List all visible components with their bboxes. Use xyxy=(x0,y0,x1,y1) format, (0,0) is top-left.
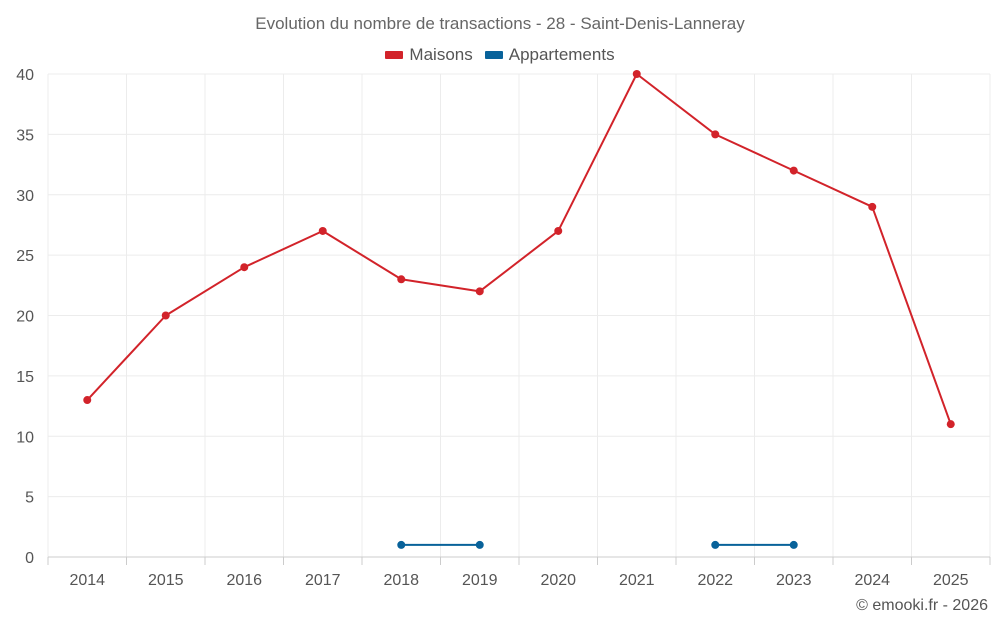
y-tick-label: 25 xyxy=(16,248,34,265)
data-point-appartements[interactable] xyxy=(711,540,720,549)
x-tick-label: 2017 xyxy=(305,572,341,589)
legend-swatch-maisons xyxy=(385,51,404,59)
data-point-maisons[interactable] xyxy=(161,311,170,320)
x-tick-label: 2022 xyxy=(697,572,733,589)
data-point-maisons[interactable] xyxy=(318,226,327,235)
data-point-appartements[interactable] xyxy=(475,540,484,549)
credit-text: © emooki.fr - 2026 xyxy=(856,597,988,614)
x-tick-label: 2021 xyxy=(619,572,655,589)
chart-title: Evolution du nombre de transactions - 28… xyxy=(255,14,745,33)
data-point-maisons[interactable] xyxy=(240,263,249,272)
data-point-maisons[interactable] xyxy=(83,396,92,405)
series-layer xyxy=(83,70,955,549)
data-point-maisons[interactable] xyxy=(868,202,877,211)
legend-label-maisons: Maisons xyxy=(409,45,473,64)
y-tick-label: 30 xyxy=(16,188,34,205)
grid xyxy=(47,73,991,557)
data-point-maisons[interactable] xyxy=(475,287,484,296)
y-axis: 0 5 10 15 20 25 30 35 40 xyxy=(16,67,34,567)
legend-label-appartements: Appartements xyxy=(508,45,615,64)
data-point-maisons[interactable] xyxy=(946,420,955,429)
x-tick-label: 2020 xyxy=(540,572,576,589)
data-point-maisons[interactable] xyxy=(397,275,406,284)
data-point-appartements[interactable] xyxy=(397,540,406,549)
x-tick-label: 2018 xyxy=(383,572,419,589)
legend-swatch-appartements xyxy=(484,51,503,59)
y-tick-label: 10 xyxy=(16,429,34,446)
x-tick-label: 2024 xyxy=(854,572,890,589)
x-tick-label: 2019 xyxy=(462,572,498,589)
y-tick-label: 35 xyxy=(16,127,34,144)
y-tick-label: 5 xyxy=(25,490,34,507)
data-point-maisons[interactable] xyxy=(554,226,563,235)
data-point-maisons[interactable] xyxy=(711,130,720,139)
x-tick-label: 2016 xyxy=(226,572,262,589)
x-tick-label: 2023 xyxy=(776,572,812,589)
x-tick-label: 2015 xyxy=(148,572,184,589)
y-tick-label: 0 xyxy=(25,550,34,567)
x-tick-label: 2025 xyxy=(933,572,969,589)
x-axis: 2014 2015 2016 2017 2018 2019 2020 2021 2022 2023… xyxy=(47,556,991,589)
data-point-appartements[interactable] xyxy=(789,540,798,549)
y-tick-label: 15 xyxy=(16,369,34,386)
data-point-maisons[interactable] xyxy=(632,70,641,78)
legend: Maisons Appartements xyxy=(0,45,1000,65)
x-tick-label: 2014 xyxy=(69,572,105,589)
y-tick-label: 40 xyxy=(16,67,34,84)
data-point-maisons[interactable] xyxy=(789,166,798,175)
y-tick-label: 20 xyxy=(16,309,34,326)
legend-item-maisons[interactable]: Maisons xyxy=(385,45,473,65)
legend-item-appartements[interactable]: Appartements xyxy=(484,45,615,65)
series-line-maisons xyxy=(86,73,952,425)
